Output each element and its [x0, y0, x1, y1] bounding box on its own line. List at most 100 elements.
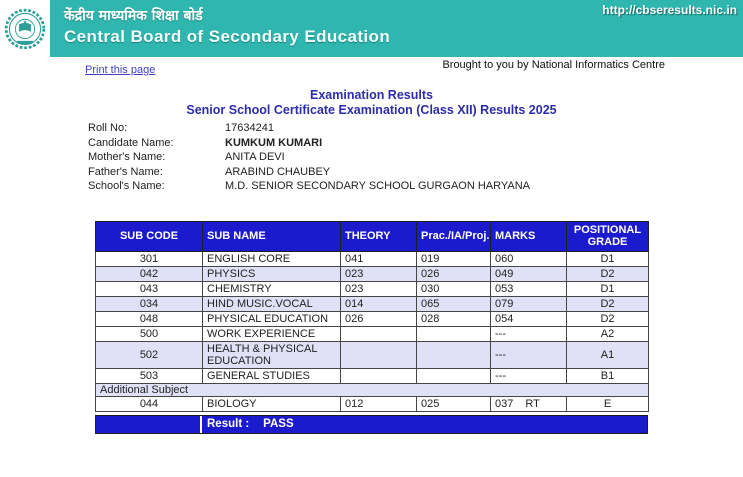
column-header: THEORY	[340, 220, 417, 252]
cell-grade: D2	[566, 295, 649, 312]
cell-prac: 028	[416, 310, 491, 327]
cell-prac	[416, 367, 491, 384]
detail-row: Roll No: 17634241	[88, 121, 743, 136]
detail-value: KUMKUM KUMARI	[225, 136, 323, 149]
result-status: Result : PASS	[202, 416, 294, 433]
detail-row: School's Name: M.D. SENIOR SECONDARY SCHO…	[88, 179, 743, 194]
detail-label: Roll No:	[88, 122, 128, 134]
cell-grade: B1	[566, 367, 649, 384]
cell-sub-code: 042	[95, 265, 203, 282]
cell-marks: ---	[490, 325, 567, 342]
cell-sub-code: 301	[95, 250, 203, 267]
cell-marks: ---	[490, 340, 567, 369]
cell-sub-name: HIND MUSIC.VOCAL	[202, 295, 341, 312]
cell-theory	[340, 325, 417, 342]
cell-marks: 037 RT	[490, 395, 567, 412]
cell-theory: 012	[340, 395, 417, 412]
results-table-header-row: SUB CODE SUB NAME THEORY Prac./IA/Proj. MARK…	[95, 220, 649, 252]
result-value: PASS	[263, 417, 294, 430]
cell-marks: 053	[490, 280, 567, 297]
column-header: SUB CODE	[95, 220, 203, 252]
cell-grade: D1	[566, 280, 649, 297]
results-table: SUB CODE SUB NAME THEORY Prac./IA/Proj. MARK…	[95, 220, 649, 412]
cell-marks: 060	[490, 250, 567, 267]
cell-grade: D2	[566, 265, 649, 282]
cell-sub-code: 034	[95, 295, 203, 312]
cell-sub-name: WORK EXPERIENCE	[202, 325, 341, 342]
detail-value: ARABIND CHAUBEY	[225, 165, 331, 178]
cell-grade: A1	[566, 340, 649, 369]
additional-subject-label: Additional Subject	[95, 382, 649, 397]
detail-label: Candidate Name:	[88, 136, 174, 149]
table-row: 500 WORK EXPERIENCE --- A2	[95, 325, 649, 342]
detail-value: 17634241	[225, 122, 274, 134]
subheader: Print this page Brought to you by Nation…	[0, 57, 743, 79]
cell-sub-name: BIOLOGY	[202, 395, 341, 412]
cell-sub-name: CHEMISTRY	[202, 280, 341, 297]
cell-grade: D2	[566, 310, 649, 327]
table-row: 503 GENERAL STUDIES --- B1	[95, 367, 649, 384]
cell-sub-code: 048	[95, 310, 203, 327]
cell-theory: 026	[340, 310, 417, 327]
candidate-details: Roll No: 17634241 Candidate Name: KUMKUM KU…	[88, 121, 743, 194]
column-header: Prac./IA/Proj.	[416, 220, 491, 252]
detail-label: Father's Name:	[88, 165, 163, 178]
cell-grade: A2	[566, 325, 649, 342]
cell-marks: 079	[490, 295, 567, 312]
cell-prac: 026	[416, 265, 491, 282]
table-row: 042 PHYSICS 023 026 049 D2	[95, 265, 649, 282]
cell-grade: E	[566, 395, 649, 412]
cell-sub-name: HEALTH & PHYSICAL EDUCATION	[202, 340, 341, 369]
results-table-body: 301 ENGLISH CORE 041 019 060 D1 042 PHYSICS 023 0…	[95, 250, 649, 412]
table-row: 301 ENGLISH CORE 041 019 060 D1	[95, 250, 649, 267]
cell-theory: 023	[340, 280, 417, 297]
cell-sub-code: 502	[95, 340, 203, 369]
cell-grade: D1	[566, 250, 649, 267]
exam-title: Senior School Certificate Examination (C…	[186, 103, 557, 117]
cell-sub-code: 044	[95, 395, 203, 412]
detail-value: ANITA DEVI	[225, 151, 285, 163]
cell-prac: 065	[416, 295, 491, 312]
logo-strip	[0, 0, 50, 57]
header-titles: केंद्रीय माध्यमिक शिक्षा बोर्ड Central B…	[50, 0, 390, 57]
table-row: 034 HIND MUSIC.VOCAL 014 065 079 D2	[95, 295, 649, 312]
board-title-hindi: केंद्रीय माध्यमिक शिक्षा बोर्ड	[64, 8, 203, 24]
detail-value: M.D. SENIOR SECONDARY SCHOOL GURGAON HAR…	[225, 180, 531, 192]
page-titles: Examination Results Senior School Certif…	[0, 88, 743, 117]
cell-theory	[340, 340, 417, 369]
cell-theory: 023	[340, 265, 417, 282]
result-bar-spacer-cell	[96, 415, 202, 433]
cell-sub-name: GENERAL STUDIES	[202, 367, 341, 384]
table-row: 044 BIOLOGY 012 025 037 RT E	[95, 395, 649, 412]
column-header: MARKS	[490, 220, 567, 252]
cell-marks: 049	[490, 265, 567, 282]
table-row: 043 CHEMISTRY 023 030 053 D1	[95, 280, 649, 297]
cell-theory: 041	[340, 250, 417, 267]
cbse-logo-icon	[4, 8, 46, 49]
detail-label: School's Name:	[88, 180, 165, 192]
cell-prac: 019	[416, 250, 491, 267]
cell-sub-name: ENGLISH CORE	[202, 250, 341, 267]
cell-prac: 030	[416, 280, 491, 297]
header: केंद्रीय माध्यमिक शिक्षा बोर्ड Central B…	[0, 0, 743, 57]
cell-sub-code: 500	[95, 325, 203, 342]
board-title-english: Central Board of Secondary Education	[64, 27, 391, 46]
column-header: SUB NAME	[202, 220, 341, 252]
cell-sub-name: PHYSICAL EDUCATION	[202, 310, 341, 327]
detail-row: Mother's Name: ANITA DEVI	[88, 150, 743, 165]
cell-theory: 014	[340, 295, 417, 312]
page-title: Examination Results	[310, 88, 433, 102]
cell-marks: ---	[490, 367, 567, 384]
print-page-link[interactable]: Print this page	[85, 64, 156, 76]
cell-sub-name: PHYSICS	[202, 265, 341, 282]
header-url: http://cbseresults.nic.in	[602, 3, 737, 17]
cell-prac	[416, 325, 491, 342]
detail-row: Father's Name: ARABIND CHAUBEY	[88, 165, 743, 180]
marks-remark: RT	[525, 397, 540, 410]
table-row: 048 PHYSICAL EDUCATION 026 028 054 D2	[95, 310, 649, 327]
cell-sub-code: 043	[95, 280, 203, 297]
brought-by-text: Brought to you by National Informatics C…	[442, 59, 665, 71]
detail-row: Candidate Name: KUMKUM KUMARI	[88, 136, 743, 151]
cell-sub-code: 503	[95, 367, 203, 384]
